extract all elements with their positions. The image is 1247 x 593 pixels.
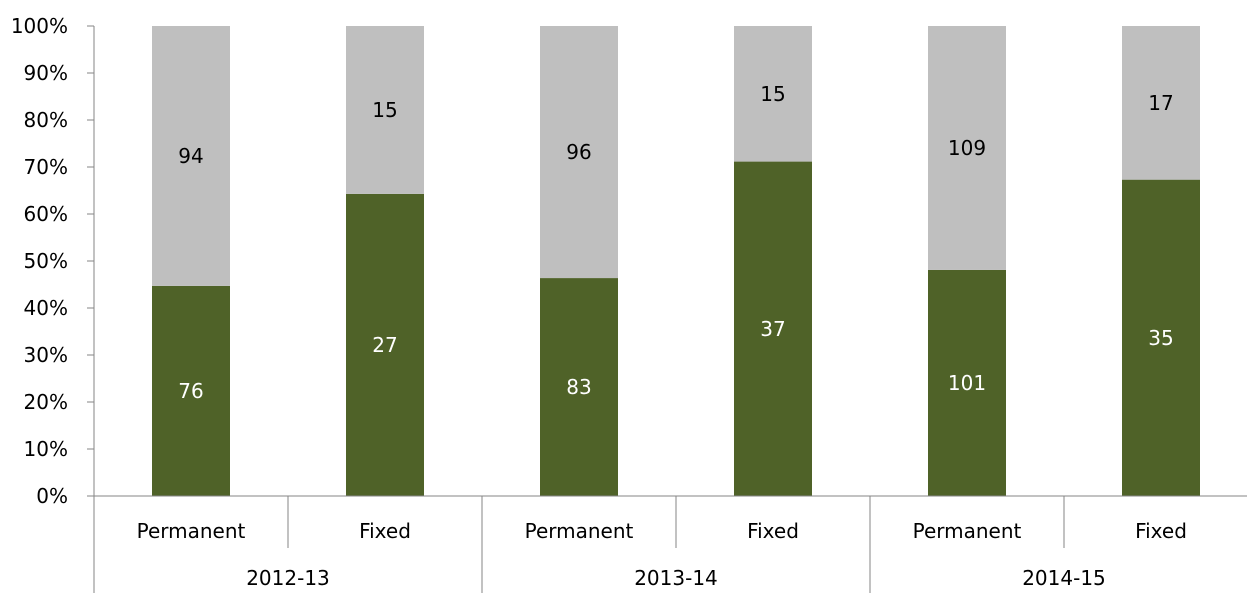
- y-tick-label: 30%: [24, 343, 68, 367]
- bars: [152, 26, 1200, 497]
- data-label: 83: [566, 375, 591, 399]
- data-label: 35: [1148, 326, 1173, 350]
- data-label: 37: [760, 317, 785, 341]
- category-label: Fixed: [747, 519, 799, 543]
- y-tick-label: 0%: [36, 484, 68, 508]
- data-label: 15: [372, 98, 397, 122]
- group-label: 2014-15: [1022, 566, 1106, 590]
- category-label: Permanent: [137, 519, 246, 543]
- y-tick-label: 50%: [24, 249, 68, 273]
- bar-segment: [928, 26, 1006, 270]
- bar-segment: [1122, 26, 1200, 180]
- category-label: Fixed: [359, 519, 411, 543]
- group-label: 2012-13: [246, 566, 330, 590]
- bar-segment: [152, 285, 230, 496]
- group-label: 2013-14: [634, 566, 718, 590]
- bar-segment: [928, 269, 1006, 496]
- category-label: Fixed: [1135, 519, 1187, 543]
- bar-segment: [1122, 179, 1200, 496]
- y-tick-label: 70%: [24, 155, 68, 179]
- bar-segment: [540, 26, 618, 279]
- data-label: 27: [372, 333, 397, 357]
- data-label: 101: [948, 371, 986, 395]
- bar-segment: [734, 161, 812, 497]
- data-label: 17: [1148, 91, 1173, 115]
- y-axis-ticks: 0% 10% 20% 30% 40% 50% 60% 70% 80% 90% 100%: [11, 14, 68, 508]
- data-label: 76: [178, 379, 203, 403]
- bar-segment: [346, 193, 424, 496]
- y-tick-label: 10%: [24, 437, 68, 461]
- data-label: 96: [566, 140, 591, 164]
- category-labels: Permanent Fixed Permanent Fixed Permanent Fix…: [137, 519, 1187, 543]
- bar-segment: [152, 26, 230, 286]
- axes: [87, 25, 1247, 593]
- data-label: 109: [948, 136, 986, 160]
- data-label: 94: [178, 144, 203, 168]
- y-tick-label: 100%: [11, 14, 68, 38]
- bar-segment: [540, 278, 618, 496]
- y-tick-label: 90%: [24, 61, 68, 85]
- y-tick-label: 40%: [24, 296, 68, 320]
- bar-segment: [734, 26, 812, 162]
- y-tick-label: 20%: [24, 390, 68, 414]
- category-label: Permanent: [913, 519, 1022, 543]
- bar-segment: [346, 26, 424, 194]
- y-tick-label: 60%: [24, 202, 68, 226]
- group-labels: 2012-13 2013-14 2014-15: [246, 566, 1106, 590]
- category-label: Permanent: [525, 519, 634, 543]
- y-tick-label: 80%: [24, 108, 68, 132]
- data-label: 15: [760, 82, 785, 106]
- data-labels: 76 94 27 15 83 96 37 15 101 109 35 17: [178, 82, 1173, 403]
